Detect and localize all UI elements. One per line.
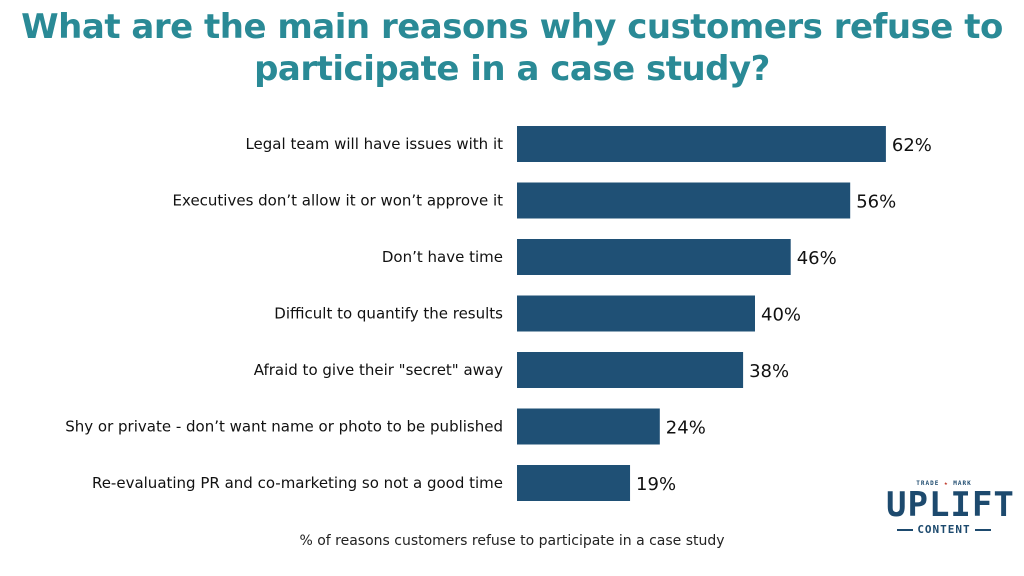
value-label: 24% — [666, 418, 706, 439]
bar — [517, 182, 851, 219]
category-label: Afraid to give their "secret" away — [254, 361, 503, 379]
category-label: Executives don’t allow it or won’t appro… — [173, 192, 504, 210]
logo-mark-text: MARK — [953, 480, 972, 487]
bar — [517, 408, 660, 445]
bar — [517, 126, 886, 162]
chart-title: What are the main reasons why customers … — [0, 6, 1024, 90]
logo-trade-text: TRADE — [916, 480, 940, 487]
value-label: 62% — [892, 135, 932, 156]
category-label: Don’t have time — [382, 248, 503, 266]
chart-title-line-1: What are the main reasons why customers … — [21, 7, 1003, 47]
category-label: Legal team will have issues with it — [245, 135, 503, 153]
logo-wordmark: UPLIFT — [886, 485, 1015, 525]
category-label: Re-evaluating PR and co-marketing so not… — [92, 474, 503, 492]
value-label: 46% — [797, 248, 837, 269]
bar — [517, 465, 631, 501]
bar — [517, 352, 744, 388]
bar — [517, 239, 791, 275]
chart-title-line-2: participate in a case study? — [254, 49, 770, 89]
category-label: Difficult to quantify the results — [274, 305, 503, 323]
category-label: Shy or private - don’t want name or phot… — [65, 418, 503, 436]
uplift-content-logo: TRADE ★ MARK UPLIFT CONTENT — [886, 478, 1015, 556]
value-label: 40% — [761, 305, 801, 326]
logo-subtitle: CONTENT — [917, 523, 971, 536]
bar — [517, 295, 755, 332]
value-label: 19% — [636, 474, 676, 495]
value-label: 56% — [856, 192, 896, 213]
value-label: 38% — [749, 361, 789, 382]
star-icon: ★ — [943, 480, 949, 487]
x-axis-label: % of reasons customers refuse to partici… — [299, 533, 725, 549]
